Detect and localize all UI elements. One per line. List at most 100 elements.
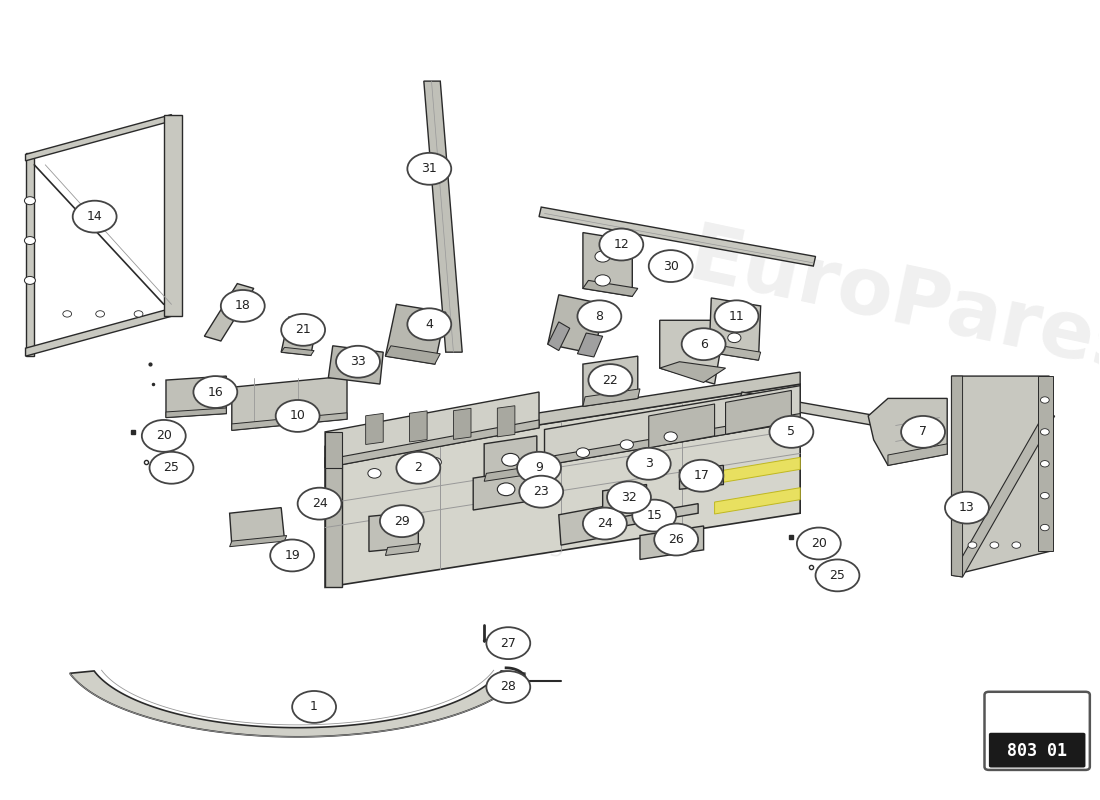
Text: 15: 15 bbox=[647, 509, 662, 522]
Polygon shape bbox=[952, 414, 1055, 577]
Circle shape bbox=[486, 627, 530, 659]
Polygon shape bbox=[715, 458, 800, 484]
Polygon shape bbox=[715, 488, 800, 514]
Text: 21: 21 bbox=[295, 323, 311, 336]
Circle shape bbox=[367, 469, 381, 478]
Text: 24: 24 bbox=[597, 517, 613, 530]
Polygon shape bbox=[578, 333, 603, 357]
Text: 31: 31 bbox=[421, 162, 437, 175]
Circle shape bbox=[96, 310, 104, 317]
Polygon shape bbox=[888, 444, 947, 466]
Polygon shape bbox=[385, 304, 446, 364]
Circle shape bbox=[407, 153, 451, 185]
Polygon shape bbox=[603, 485, 647, 510]
Circle shape bbox=[588, 364, 632, 396]
Circle shape bbox=[769, 416, 813, 448]
Text: 33: 33 bbox=[350, 355, 366, 368]
Circle shape bbox=[1012, 542, 1021, 548]
Circle shape bbox=[24, 197, 35, 205]
FancyBboxPatch shape bbox=[984, 692, 1090, 770]
Text: 14: 14 bbox=[87, 210, 102, 223]
Circle shape bbox=[142, 420, 186, 452]
Text: 20: 20 bbox=[156, 430, 172, 442]
Polygon shape bbox=[583, 356, 638, 406]
Circle shape bbox=[519, 476, 563, 508]
Circle shape bbox=[221, 290, 265, 322]
Polygon shape bbox=[1038, 376, 1053, 551]
Text: 22: 22 bbox=[603, 374, 618, 386]
Circle shape bbox=[990, 542, 999, 548]
Polygon shape bbox=[952, 376, 1049, 575]
Circle shape bbox=[583, 508, 627, 539]
Text: 13: 13 bbox=[959, 501, 975, 514]
Polygon shape bbox=[409, 411, 427, 442]
Text: EuroPares: EuroPares bbox=[682, 218, 1100, 390]
Circle shape bbox=[654, 523, 698, 555]
Circle shape bbox=[486, 671, 530, 703]
Polygon shape bbox=[539, 207, 815, 266]
Text: 19: 19 bbox=[284, 549, 300, 562]
Polygon shape bbox=[660, 320, 726, 384]
Polygon shape bbox=[710, 298, 761, 360]
Text: 5: 5 bbox=[788, 426, 795, 438]
Polygon shape bbox=[25, 153, 34, 356]
Polygon shape bbox=[424, 81, 462, 352]
Polygon shape bbox=[660, 362, 726, 382]
FancyBboxPatch shape bbox=[989, 733, 1086, 767]
Circle shape bbox=[194, 376, 238, 408]
Text: 4: 4 bbox=[426, 318, 433, 330]
Polygon shape bbox=[484, 436, 537, 482]
Text: 25: 25 bbox=[164, 462, 179, 474]
Polygon shape bbox=[326, 372, 800, 458]
Polygon shape bbox=[326, 446, 341, 587]
Text: 1: 1 bbox=[310, 701, 318, 714]
Polygon shape bbox=[640, 526, 704, 559]
Circle shape bbox=[24, 237, 35, 245]
Text: 23: 23 bbox=[534, 485, 549, 498]
Text: 29: 29 bbox=[394, 514, 409, 528]
Text: a passion since 1985: a passion since 1985 bbox=[331, 510, 565, 562]
Polygon shape bbox=[25, 308, 172, 356]
Circle shape bbox=[1041, 493, 1049, 499]
Text: 32: 32 bbox=[621, 490, 637, 504]
Polygon shape bbox=[326, 420, 539, 468]
Circle shape bbox=[276, 400, 320, 432]
Circle shape bbox=[396, 452, 440, 484]
Circle shape bbox=[796, 527, 840, 559]
Circle shape bbox=[728, 333, 741, 342]
Circle shape bbox=[497, 483, 515, 496]
Circle shape bbox=[1041, 397, 1049, 403]
Circle shape bbox=[150, 452, 194, 484]
Polygon shape bbox=[25, 114, 172, 161]
Polygon shape bbox=[232, 376, 346, 430]
Polygon shape bbox=[710, 344, 761, 360]
Circle shape bbox=[664, 422, 678, 432]
Circle shape bbox=[601, 375, 620, 390]
Circle shape bbox=[945, 492, 989, 523]
Text: 30: 30 bbox=[663, 259, 679, 273]
Circle shape bbox=[815, 559, 859, 591]
Polygon shape bbox=[69, 671, 526, 737]
Circle shape bbox=[379, 506, 424, 537]
Circle shape bbox=[1041, 429, 1049, 435]
Circle shape bbox=[715, 300, 759, 332]
Circle shape bbox=[649, 250, 693, 282]
Polygon shape bbox=[583, 281, 638, 296]
Polygon shape bbox=[282, 347, 315, 355]
Polygon shape bbox=[473, 468, 539, 510]
Polygon shape bbox=[497, 406, 515, 437]
Polygon shape bbox=[484, 466, 539, 482]
Circle shape bbox=[293, 691, 336, 723]
Circle shape bbox=[901, 416, 945, 448]
Circle shape bbox=[741, 411, 755, 421]
Circle shape bbox=[134, 310, 143, 317]
Polygon shape bbox=[544, 386, 800, 466]
Polygon shape bbox=[680, 466, 724, 490]
Polygon shape bbox=[329, 346, 383, 384]
Circle shape bbox=[298, 488, 341, 519]
Text: 9: 9 bbox=[535, 462, 543, 474]
Polygon shape bbox=[548, 294, 605, 354]
Polygon shape bbox=[166, 408, 227, 418]
Polygon shape bbox=[326, 392, 539, 468]
Text: 7: 7 bbox=[920, 426, 927, 438]
